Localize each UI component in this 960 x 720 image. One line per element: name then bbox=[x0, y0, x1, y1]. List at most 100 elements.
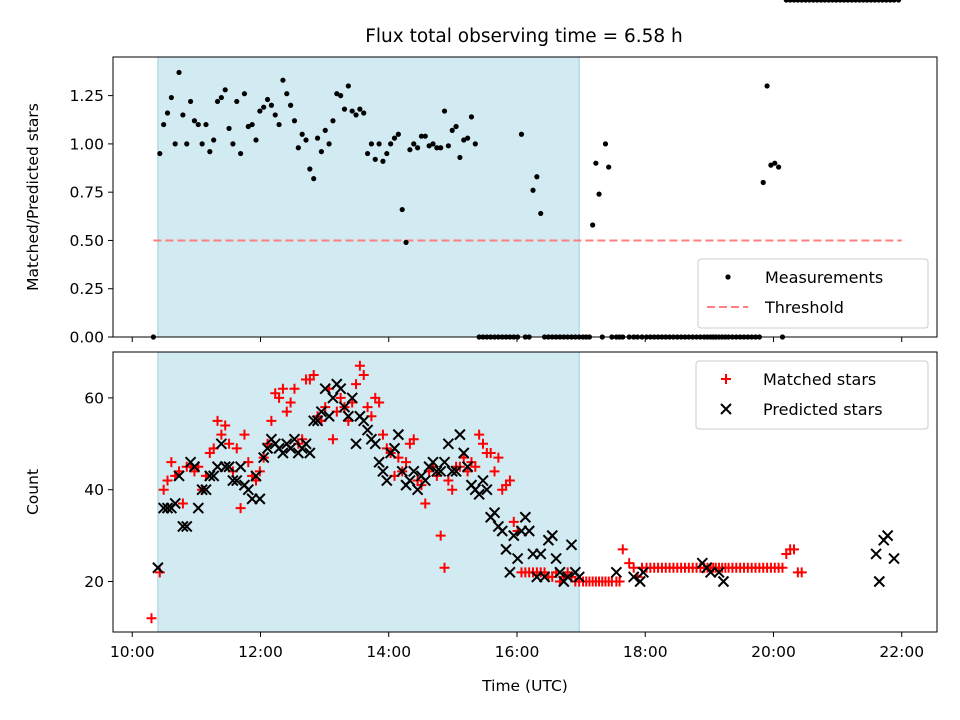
measurement-point bbox=[799, 0, 805, 3]
measurement-point bbox=[326, 141, 332, 147]
measurement-point bbox=[380, 158, 386, 164]
x-tick-label: 20:00 bbox=[751, 643, 796, 661]
matched-star-point bbox=[789, 544, 800, 555]
predicted-star-point bbox=[496, 525, 508, 537]
measurement-point bbox=[414, 145, 421, 151]
predicted-star-point bbox=[488, 506, 501, 519]
measurement-point bbox=[802, 0, 809, 3]
measurement-point bbox=[530, 187, 536, 193]
measurement-point bbox=[222, 87, 228, 93]
measurement-point bbox=[311, 176, 317, 182]
predicted-star-point bbox=[610, 566, 623, 579]
matched-star-point bbox=[614, 576, 625, 587]
measurement-point bbox=[187, 98, 194, 105]
predicted-star-point bbox=[381, 474, 393, 487]
measurement-point bbox=[272, 112, 278, 118]
predicted-star-point bbox=[637, 566, 650, 579]
measurement-point bbox=[465, 135, 471, 141]
matched-star-point bbox=[224, 438, 235, 449]
measurement-point bbox=[596, 191, 602, 197]
measurement-point bbox=[864, 0, 870, 3]
measurement-point bbox=[868, 0, 874, 3]
measurement-point bbox=[161, 121, 167, 128]
predicted-star-point bbox=[152, 562, 164, 574]
predicted-star-point bbox=[361, 424, 374, 436]
predicted-star-point bbox=[173, 470, 185, 482]
predicted-star-point bbox=[219, 461, 231, 473]
measurement-point bbox=[391, 135, 398, 141]
measurement-point bbox=[776, 164, 782, 170]
measurement-point bbox=[883, 0, 889, 3]
legend-matched-label: Matched stars bbox=[763, 370, 876, 389]
measurement-point bbox=[176, 69, 182, 76]
measurement-point bbox=[422, 133, 428, 139]
predicted-star-point bbox=[870, 548, 882, 560]
measurement-point bbox=[879, 0, 886, 3]
measurement-point bbox=[841, 0, 847, 3]
matched-star-point bbox=[447, 484, 458, 495]
measurement-point bbox=[833, 0, 839, 3]
predicted-star-point bbox=[323, 410, 335, 422]
measurement-point bbox=[338, 93, 344, 99]
measurement-point bbox=[434, 145, 440, 151]
predicted-star-point bbox=[511, 552, 524, 565]
matched-star-point bbox=[162, 475, 173, 486]
predicted-star-point bbox=[408, 465, 420, 478]
chart-title: Flux total observing time = 6.58 h bbox=[365, 26, 683, 47]
measurement-point bbox=[887, 0, 893, 3]
predicted-star-point bbox=[223, 461, 235, 473]
matched-star-point bbox=[443, 475, 454, 486]
x-tick-label: 12:00 bbox=[238, 643, 283, 661]
predicted-star-point bbox=[565, 539, 578, 551]
predicted-star-point bbox=[550, 552, 562, 565]
predicted-star-point bbox=[473, 488, 485, 501]
measurement-point bbox=[518, 131, 525, 137]
measurement-point bbox=[818, 0, 824, 3]
legend-matched-marker bbox=[721, 374, 731, 384]
predicted-star-point bbox=[369, 438, 381, 450]
matched-star-point bbox=[239, 429, 250, 440]
measurement-point bbox=[264, 96, 271, 103]
measurement-point bbox=[438, 145, 444, 151]
measurement-point bbox=[284, 91, 290, 97]
top-axes-frame bbox=[112, 56, 938, 338]
measurement-point bbox=[461, 137, 467, 143]
predicted-star-point bbox=[234, 461, 247, 473]
measurement-point bbox=[388, 141, 394, 147]
matched-star-point bbox=[493, 452, 504, 463]
matched-star-point bbox=[235, 503, 246, 514]
matched-star-point bbox=[216, 429, 227, 440]
predicted-star-point bbox=[319, 383, 331, 395]
predicted-star-point bbox=[627, 571, 640, 583]
predicted-star-point bbox=[346, 392, 358, 404]
measurement-point bbox=[268, 102, 274, 108]
measurement-point bbox=[895, 0, 902, 3]
matched-star-point bbox=[508, 516, 519, 527]
matched-star-point bbox=[374, 397, 385, 408]
measurement-point bbox=[357, 106, 363, 112]
predicted-star-point bbox=[161, 502, 174, 514]
matched-star-point bbox=[166, 457, 177, 468]
measurement-point bbox=[791, 0, 797, 3]
matched-star-point bbox=[358, 369, 369, 380]
matched-star-point bbox=[470, 461, 481, 472]
measurement-point bbox=[330, 118, 336, 124]
measurement-point bbox=[457, 154, 463, 161]
predicted-star-point bbox=[477, 474, 489, 487]
predicted-star-point bbox=[438, 456, 451, 468]
predicted-star-point bbox=[277, 447, 289, 459]
measurement-point bbox=[826, 0, 832, 3]
x-tick-label: 14:00 bbox=[366, 643, 411, 661]
measurement-point bbox=[395, 131, 401, 137]
measurement-point bbox=[837, 0, 843, 3]
matched-star-point bbox=[354, 360, 365, 371]
predicted-star-point bbox=[261, 442, 274, 455]
measurement-point bbox=[334, 91, 340, 97]
measurement-point bbox=[353, 112, 359, 118]
bottom-y-axis-label: Count bbox=[24, 469, 42, 515]
measurement-point bbox=[368, 141, 375, 147]
matched-star-point bbox=[285, 397, 296, 408]
predicted-star-point bbox=[523, 525, 535, 537]
top-panel: 0.00 0.25 0.50 0.75 1.00 1.25 Matched/Predicte… bbox=[24, 0, 938, 347]
measurement-point bbox=[345, 83, 351, 89]
